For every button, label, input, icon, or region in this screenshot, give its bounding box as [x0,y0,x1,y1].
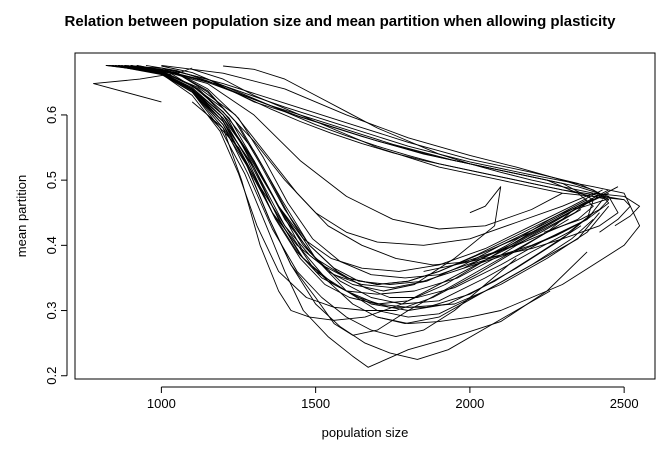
y-axis-label: mean partition [14,175,29,257]
series-line-30 [207,114,609,289]
series-line-16 [111,64,582,321]
series-line-13 [118,64,569,311]
y-axis: 0.2 0.3 0.4 0.5 0.6 [44,106,68,385]
series-line-7 [105,64,594,305]
series-line-27 [105,64,609,266]
series-line-9 [118,64,579,336]
x-tick-label: 2500 [610,396,639,411]
series-line-18 [124,64,551,360]
series-line-24 [108,64,594,246]
series-line-5 [124,64,594,272]
series-line-31 [222,114,532,285]
plot-frame [74,52,656,380]
x-tick-label: 2000 [455,396,484,411]
series-layer [93,64,641,368]
chart-title: Relation between population size and mea… [65,13,617,30]
x-axis: 1000 1500 2000 2500 [147,386,639,411]
x-axis-label: population size [322,425,409,440]
y-tick-label: 0.3 [44,301,59,319]
series-line-26 [111,64,603,272]
series-line-28 [121,64,502,292]
x-tick-label: 1500 [301,396,330,411]
y-tick-label: 0.6 [44,106,59,124]
series-line-17 [121,64,517,338]
series-line-34 [145,64,609,201]
series-line-35 [223,65,641,227]
y-tick-label: 0.4 [44,236,59,254]
series-line-36 [161,64,610,233]
series-line-8 [111,64,610,308]
series-line-1 [105,64,594,266]
y-tick-label: 0.2 [44,367,59,385]
series-line-20 [124,64,600,295]
x-tick-label: 1000 [147,396,176,411]
y-tick-label: 0.5 [44,171,59,189]
series-line-23 [115,64,606,305]
series-line-15 [130,64,582,311]
series-line-32 [192,68,631,233]
series-line-4 [115,64,641,325]
series-line-25 [118,64,563,230]
series-line-19 [118,64,588,368]
